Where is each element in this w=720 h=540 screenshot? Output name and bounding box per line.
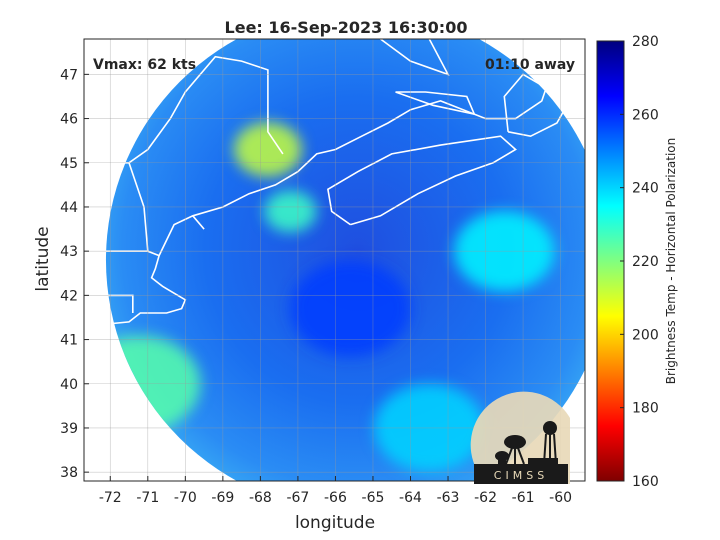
swath-feature — [264, 190, 317, 233]
colorbar-tick-label: 260 — [632, 107, 659, 123]
vmax-annotation: Vmax: 62 kts — [93, 57, 196, 73]
cimss-logo-text: CIMSS — [494, 469, 548, 482]
colorbar — [596, 40, 625, 482]
swath-feature — [233, 122, 302, 177]
coastline — [395, 91, 476, 116]
swath-feature — [290, 260, 411, 357]
colorbar-ticks: 160 180 200 220 240 260 280 — [620, 34, 659, 490]
chart-title: Lee: 16-Sep-2023 16:30:00 — [225, 18, 468, 37]
x-tick-label: -69 — [211, 490, 234, 506]
coastline — [503, 73, 566, 138]
y-tick-label: 41 — [60, 333, 78, 349]
swath-layer — [105, 39, 585, 481]
x-tick-label: -63 — [437, 490, 460, 506]
swath-disk — [106, 39, 585, 481]
y-tick-label: 38 — [60, 465, 78, 481]
colorbar-tick-label: 240 — [632, 181, 659, 197]
colorbar-tick-label: 220 — [632, 254, 659, 270]
colorbar-tick-label: 180 — [632, 401, 659, 417]
y-axis-label: latitude — [33, 226, 53, 291]
x-tick-label: -67 — [286, 490, 309, 506]
x-tick-label: -66 — [324, 490, 347, 506]
x-tick-label: -62 — [474, 490, 497, 506]
x-tick-label: -61 — [512, 490, 535, 506]
plot-frame — [83, 38, 586, 482]
y-tick-label: 39 — [60, 421, 78, 437]
x-tick-label: -71 — [136, 490, 159, 506]
x-tick-label: -72 — [99, 490, 122, 506]
y-tick-label: 43 — [60, 244, 78, 260]
colorbar-tick-label: 200 — [632, 327, 659, 343]
coastline — [84, 250, 187, 328]
y-axis: 38 39 40 41 42 43 44 45 46 47 — [60, 67, 89, 481]
cimss-logo-icon: CIMSS — [470, 391, 570, 484]
coastline — [158, 64, 562, 256]
y-tick-label: 40 — [60, 377, 78, 393]
y-tick-label: 46 — [60, 112, 78, 128]
time-away-annotation: 01:10 away — [485, 57, 575, 73]
colorbar-tick-label: 280 — [632, 34, 659, 50]
colorbar-tick-label: 160 — [632, 474, 659, 490]
y-tick-label: 47 — [60, 67, 78, 83]
x-axis-label: longitude — [295, 513, 375, 533]
x-tick-label: -65 — [362, 490, 385, 506]
x-axis: -72 -71 -70 -69 -68 -67 -66 -65 -64 -63 -62 -61 -60 — [99, 476, 572, 506]
colorbar-label: Brightness Temp - Horizontal Polarizatio… — [664, 138, 678, 385]
coastline — [327, 135, 517, 226]
x-tick-label: -60 — [549, 490, 572, 506]
x-tick-label: -68 — [249, 490, 272, 506]
coastline — [380, 39, 450, 76]
grid-lines — [84, 39, 585, 481]
coastline — [192, 215, 205, 230]
x-tick-label: -64 — [399, 490, 422, 506]
x-tick-label: -70 — [174, 490, 197, 506]
y-tick-label: 45 — [60, 156, 78, 172]
y-tick-label: 44 — [60, 200, 78, 216]
y-tick-label: 42 — [60, 288, 78, 304]
